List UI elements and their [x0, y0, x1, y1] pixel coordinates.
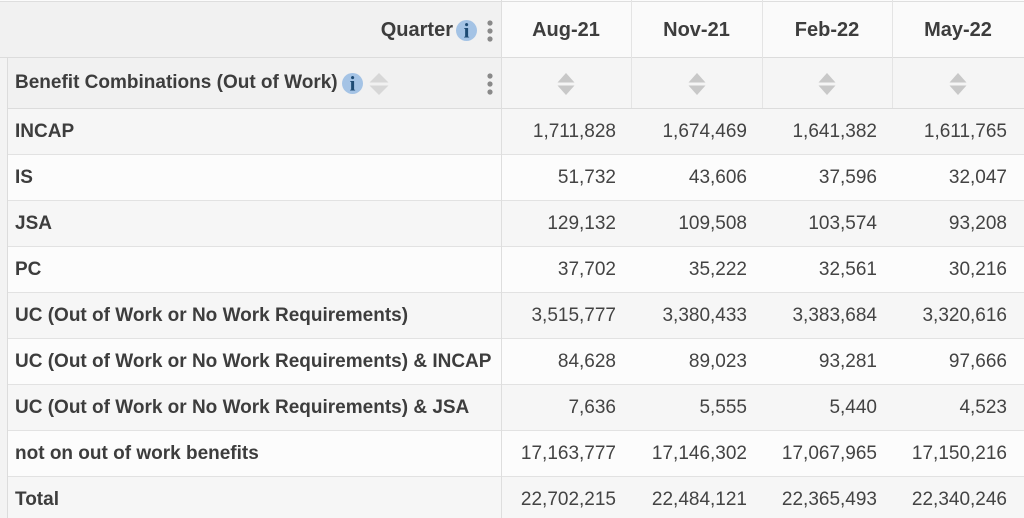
svg-text:i: i [350, 73, 356, 94]
svg-text:i: i [464, 20, 470, 41]
